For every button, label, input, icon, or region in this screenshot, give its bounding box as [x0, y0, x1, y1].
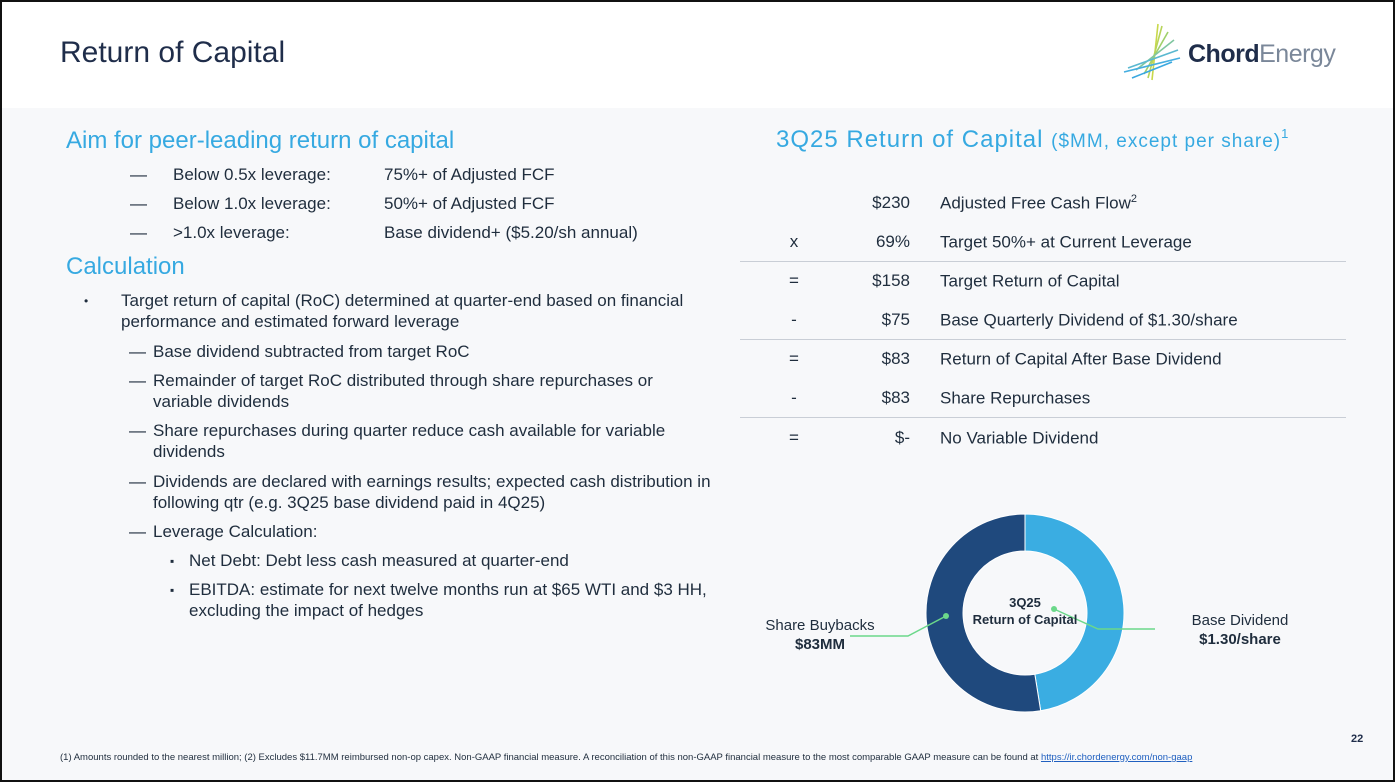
calc-subsub: Net Debt: Debt less cash measured at qua…: [189, 551, 569, 570]
row-value: $-: [894, 428, 910, 447]
aim-condition: >1.0x leverage:: [173, 223, 290, 242]
chord-energy-logo: ChordEnergy: [1122, 22, 1352, 84]
calc-bullet: Target return of capital (RoC) determine…: [121, 291, 684, 331]
table-subtitle: ($MM, except per share): [1051, 131, 1282, 152]
aim-row: — Below 1.0x leverage: 50%+ of Adjusted FC…: [130, 194, 555, 214]
table-row: = $158 Target Return of Capital: [740, 262, 1346, 301]
center-label-line: Return of Capital: [972, 612, 1078, 627]
aim-condition: Below 0.5x leverage:: [173, 165, 331, 184]
calc-sub: Dividends are declared with earnings res…: [153, 472, 711, 512]
calc-subsub: EBITDA: estimate for next twelve months …: [189, 580, 707, 620]
aim-row: — >1.0x leverage: Base dividend+ ($5.20/sh…: [130, 223, 638, 243]
row-description: Base Quarterly Dividend of $1.30/share: [940, 310, 1238, 331]
table-row: - $75 Base Quarterly Dividend of $1.30/sha…: [740, 301, 1346, 340]
row-description-text: Adjusted Free Cash Flow: [940, 193, 1131, 213]
calc-sub: Base dividend subtracted from target RoC: [153, 342, 470, 361]
table-title: 3Q25 Return of Capital ($MM, except per …: [776, 126, 1289, 154]
slide-header: Return of Capital: [2, 2, 1393, 108]
logo-text-light: Energy: [1259, 40, 1336, 68]
row-value: $83: [881, 388, 910, 407]
row-description: Return of Capital After Base Dividend: [940, 349, 1222, 370]
row-operator: =: [789, 271, 799, 290]
row-description-text: Return of Capital After Base Dividend: [940, 349, 1222, 369]
share-buybacks-leader-line: [850, 615, 947, 637]
row-operator: -: [791, 388, 797, 407]
dash: —: [130, 194, 147, 213]
dash: —: [129, 342, 146, 361]
square-bullet-icon: ▪: [170, 554, 175, 568]
page-number: 22: [1351, 733, 1364, 745]
row-description: Adjusted Free Cash Flow2: [940, 193, 1137, 214]
table-title-main: 3Q25 Return of Capital: [776, 126, 1044, 153]
share-buybacks-leader-line-dot: [943, 613, 949, 619]
row-description: Target Return of Capital: [940, 271, 1120, 292]
calc-sub: Leverage Calculation:: [153, 522, 318, 541]
table-row: x 69% Target 50%+ at Current Leverage: [740, 223, 1346, 262]
slice-value: $83MM: [794, 636, 846, 653]
dash: —: [129, 522, 146, 541]
dash: —: [129, 371, 146, 390]
calc-sub: Remainder of target RoC distributed thro…: [153, 371, 653, 411]
table-row: = $- No Variable Dividend: [740, 419, 1346, 458]
row-description: No Variable Dividend: [940, 428, 1098, 449]
table-row: $230 Adjusted Free Cash Flow2: [740, 184, 1346, 223]
square-bullet-icon: ▪: [170, 583, 175, 597]
dash: —: [130, 165, 147, 184]
row-description-text: Base Quarterly Dividend of $1.30/share: [940, 310, 1238, 330]
non-gaap-link[interactable]: https://ir.chordenergy.com/non-gaap: [1040, 752, 1193, 763]
row-description: Share Repurchases: [940, 388, 1090, 409]
row-value: $158: [872, 271, 910, 290]
share-buybacks-label: Share Buybacks $83MM: [750, 616, 890, 654]
donut-slice-base-dividend: [1024, 513, 1125, 712]
donut-slice-share-buybacks: [925, 513, 1042, 713]
page-title: Return of Capital: [60, 36, 286, 69]
row-operator: =: [789, 428, 799, 447]
chord-logo-icon: [1123, 23, 1181, 81]
slice-value: $1.30/share: [1199, 631, 1281, 648]
row-description-text: Target Return of Capital: [940, 271, 1120, 291]
base-dividend-label: Base Dividend $1.30/share: [1170, 611, 1310, 649]
row-description-text: Target 50%+ at Current Leverage: [940, 232, 1192, 252]
calc-sub: Share repurchases during quarter reduce …: [153, 421, 666, 461]
table-row: - $83 Share Repurchases: [740, 379, 1346, 418]
row-operator: -: [791, 310, 797, 329]
row-operator: x: [789, 232, 799, 251]
bullet-icon: •: [84, 294, 89, 308]
footnote-text: (1) Amounts rounded to the nearest milli…: [60, 752, 1041, 763]
center-label-line: 3Q25: [1009, 595, 1041, 610]
dash: —: [129, 421, 146, 440]
base-dividend-leader-line-dot: [1051, 606, 1057, 612]
slice-name: Share Buybacks: [765, 617, 875, 634]
row-value: $83: [881, 349, 910, 368]
row-value: $230: [872, 193, 910, 212]
slide-body: [2, 108, 1393, 780]
table-row: = $83 Return of Capital After Base Dividen…: [740, 340, 1346, 379]
aim-row: — Below 0.5x leverage: 75%+ of Adjusted FC…: [130, 165, 555, 185]
footnote-ref: 1: [1281, 126, 1290, 141]
aim-target: 50%+ of Adjusted FCF: [384, 194, 555, 213]
dash: —: [129, 472, 146, 491]
row-value: $75: [881, 310, 910, 329]
dash: —: [130, 223, 147, 242]
row-description: Target 50%+ at Current Leverage: [940, 232, 1192, 253]
calculation-heading: Calculation: [66, 253, 185, 280]
row-description-text: No Variable Dividend: [940, 428, 1099, 448]
aim-heading: Aim for peer-leading return of capital: [66, 127, 455, 154]
footnote-ref: 2: [1130, 193, 1137, 205]
row-description-text: Share Repurchases: [940, 388, 1091, 408]
row-operator: =: [789, 349, 799, 368]
row-value: 69%: [875, 232, 910, 251]
footnote: (1) Amounts rounded to the nearest milli…: [60, 752, 1192, 763]
aim-target: Base dividend+ ($5.20/sh annual): [384, 223, 638, 242]
logo-text-bold: Chord: [1188, 40, 1260, 68]
aim-condition: Below 1.0x leverage:: [173, 194, 331, 213]
slice-name: Base Dividend: [1191, 612, 1289, 629]
donut-center-label: 3Q25 Return of Capital: [960, 594, 1090, 628]
base-dividend-leader-line: [1053, 608, 1155, 630]
aim-target: 75%+ of Adjusted FCF: [384, 165, 555, 184]
